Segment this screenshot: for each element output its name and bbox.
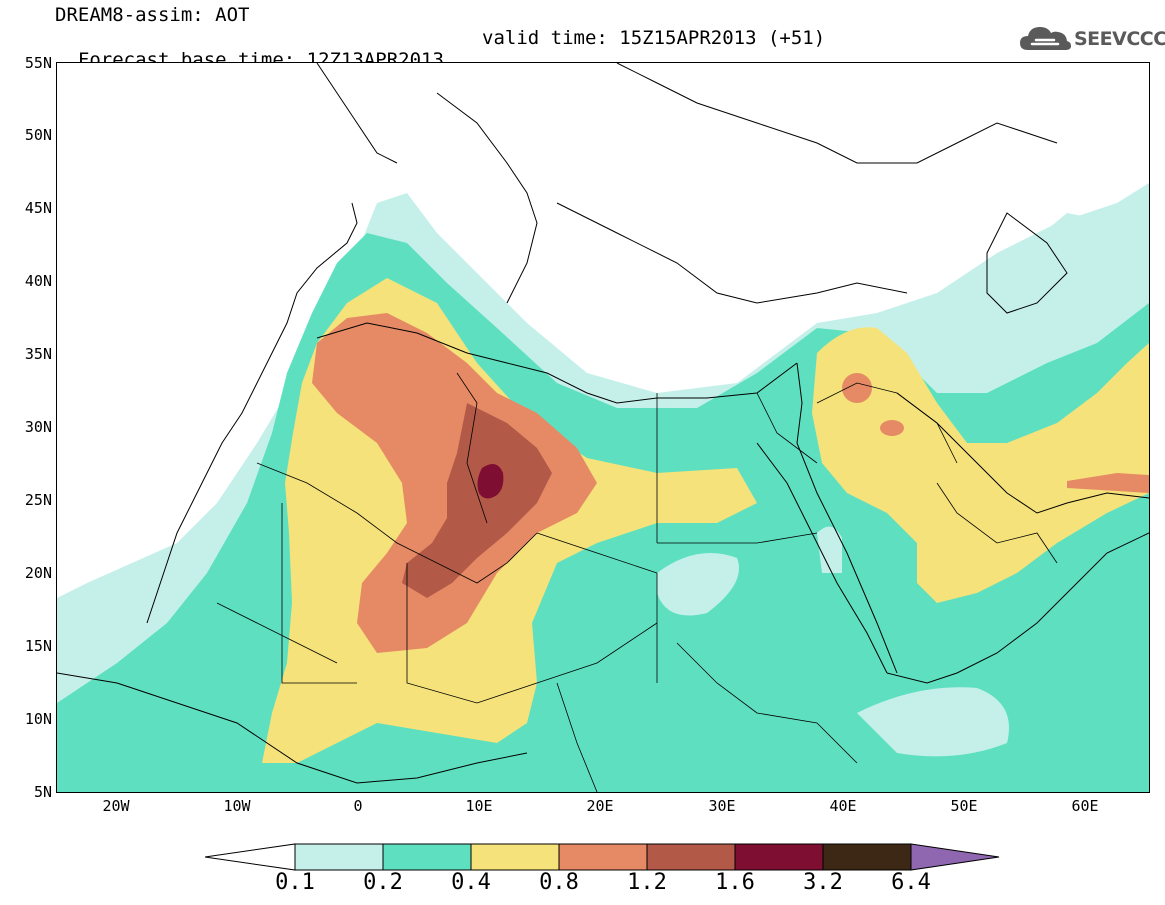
lat-label: 20N <box>24 564 52 582</box>
lat-label: 35N <box>24 345 52 363</box>
colorbar-label: 0.8 <box>539 870 579 895</box>
aot-band-1.2-1.6 <box>402 403 552 598</box>
lon-label: 30E <box>708 797 736 815</box>
colorbar-label: 0.4 <box>451 870 491 895</box>
valid-time: valid time: 15Z15APR2013 (+51) <box>482 27 826 49</box>
colorbar-label: 0.2 <box>363 870 403 895</box>
aot-map <box>56 62 1150 793</box>
colorbar-cell <box>734 843 824 871</box>
lat-label: 45N <box>24 199 52 217</box>
country-borders <box>216 372 1058 792</box>
lon-label: 60E <box>1071 797 1099 815</box>
coastlines <box>57 63 1149 784</box>
map-title: DREAM8-assim: AOT <box>55 4 250 26</box>
seevccc-logo: SEEVCCC <box>1018 22 1165 56</box>
colorbar-cell <box>822 843 912 871</box>
colorbar-cell <box>470 843 560 871</box>
lon-label: 0 <box>353 797 363 815</box>
lat-label: 30N <box>24 418 52 436</box>
lon-label: 10E <box>465 797 493 815</box>
cloud-icon <box>1020 27 1071 50</box>
aot-band-1.6-3.2 <box>477 464 504 499</box>
colorbar-above-arrow <box>910 843 1000 871</box>
colorbar-label: 3.2 <box>803 870 843 895</box>
lat-label: 40N <box>24 272 52 290</box>
colorbar-label: 0.1 <box>275 870 315 895</box>
lon-label: 50E <box>950 797 978 815</box>
colorbar-cell <box>382 843 472 871</box>
lat-label: 10N <box>24 710 52 728</box>
lat-label: 50N <box>24 126 52 144</box>
lat-label: 5N <box>33 783 52 801</box>
colorbar-cell <box>558 843 648 871</box>
colorbar-label: 1.2 <box>627 870 667 895</box>
lon-label: 20W <box>102 797 130 815</box>
lon-label: 20E <box>586 797 614 815</box>
logo-text: SEEVCCC <box>1074 28 1165 50</box>
colorbar-below-arrow <box>205 843 296 871</box>
colorbar-label: 6.4 <box>891 870 931 895</box>
lat-label: 25N <box>24 491 52 509</box>
colorbar-cell <box>294 843 384 871</box>
colorbar-label: 1.6 <box>715 870 755 895</box>
lat-label: 15N <box>24 637 52 655</box>
colorbar-cell <box>646 843 736 871</box>
lat-label: 55N <box>24 54 52 72</box>
aot-band-0.1-0.2-patches <box>57 526 1009 757</box>
colorbar <box>205 843 1000 871</box>
lon-label: 40E <box>829 797 857 815</box>
lon-label: 10W <box>223 797 251 815</box>
